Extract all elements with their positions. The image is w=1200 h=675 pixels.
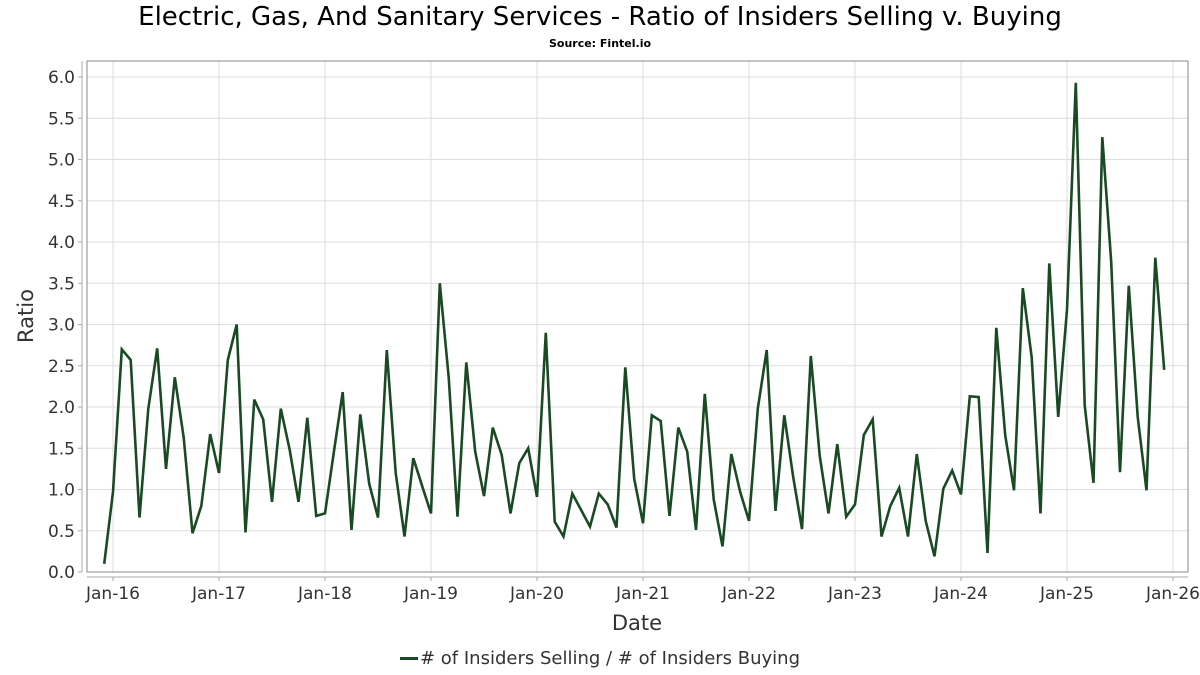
y-axis-ticks: 0.0 0.5 1.0 1.5 2.0 2.5 3.0 3.5 4.0 4.5 5.0 5.5 6.0 [48,68,82,583]
chart-title: Electric, Gas, And Sanitary Services - R… [138,2,1062,32]
x-tick-label: Jan-26 [1145,584,1200,604]
y-tick-label: 2.0 [48,398,75,418]
y-tick-label: 3.0 [48,316,75,336]
legend-label: # of Insiders Selling / # of Insiders Bu… [419,648,801,669]
legend: # of Insiders Selling / # of Insiders Bu… [0,648,1200,669]
x-tick-label: Jan-20 [509,584,564,604]
y-axis-label: Ratio [14,289,38,343]
series-group [102,82,1166,564]
plot-frame [86,60,1189,573]
x-tick-label: Jan-16 [85,584,140,604]
x-tick-label: Jan-18 [297,584,352,604]
y-tick-label: 0.0 [48,563,75,583]
y-tick-label: 5.5 [48,109,75,129]
y-tick-label: 0.5 [48,522,75,542]
x-tick-label: Jan-17 [191,584,246,604]
x-axis-label: Date [612,611,662,635]
y-tick-label: 4.5 [48,192,75,212]
y-tick-label: 1.0 [48,481,75,501]
y-tick-label: 4.0 [48,233,75,253]
y-tick-label: 1.5 [48,439,75,459]
x-tick-label: Jan-24 [933,584,988,604]
x-tick-label: Jan-23 [827,584,882,604]
x-tick-label: Jan-19 [403,584,458,604]
x-tick-label: Jan-21 [615,584,670,604]
x-tick-label: Jan-25 [1039,584,1094,604]
legend-line-swatch [399,656,418,660]
x-tick-label: Jan-22 [721,584,776,604]
x-axis-ticks: Jan-16 Jan-17 Jan-18 Jan-19 Jan-20 Jan-21 Jan-… [85,577,1200,604]
y-tick-label: 3.5 [48,274,75,294]
y-tick-label: 6.0 [48,68,75,88]
y-tick-label: 5.0 [48,151,75,171]
y-tick-label: 2.5 [48,357,75,377]
chart-subtitle: Source: Fintel.io [548,37,652,50]
series-line [102,82,1166,564]
